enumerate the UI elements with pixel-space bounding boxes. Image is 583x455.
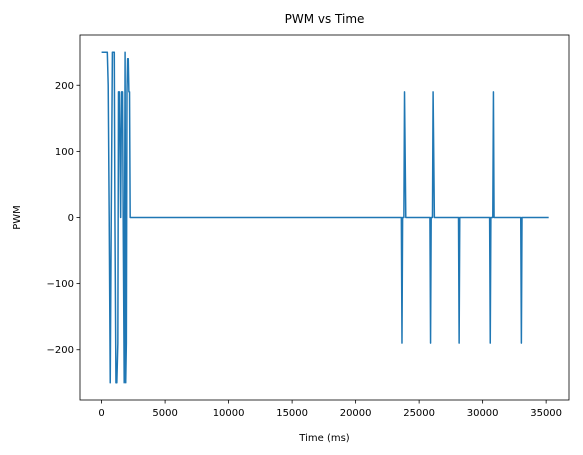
x-tick-label: 10000 [213,408,245,419]
x-tick-label: 15000 [276,408,308,419]
chart-title: PWM vs Time [285,12,365,26]
x-tick-label: 35000 [530,408,562,419]
x-tick-label: 25000 [403,408,435,419]
y-tick-label: −100 [47,279,74,290]
y-tick-label: 100 [55,147,74,158]
y-tick-label: −200 [47,345,74,356]
ticks-layer: 0 5000 10000 15000 20000 25000 30000 35000 −200 −… [47,81,563,419]
y-tick-label: 200 [55,81,74,92]
y-tick-label: 0 [68,213,74,224]
series-line-pwm [101,51,549,384]
y-axis-label: PWM [12,205,23,230]
x-axis-label: Time (ms) [298,433,350,444]
x-tick-label: 30000 [467,408,499,419]
axes-frame [79,34,570,401]
x-tick-label: 5000 [152,408,177,419]
x-tick-label: 0 [98,408,104,419]
x-tick-label: 20000 [340,408,372,419]
